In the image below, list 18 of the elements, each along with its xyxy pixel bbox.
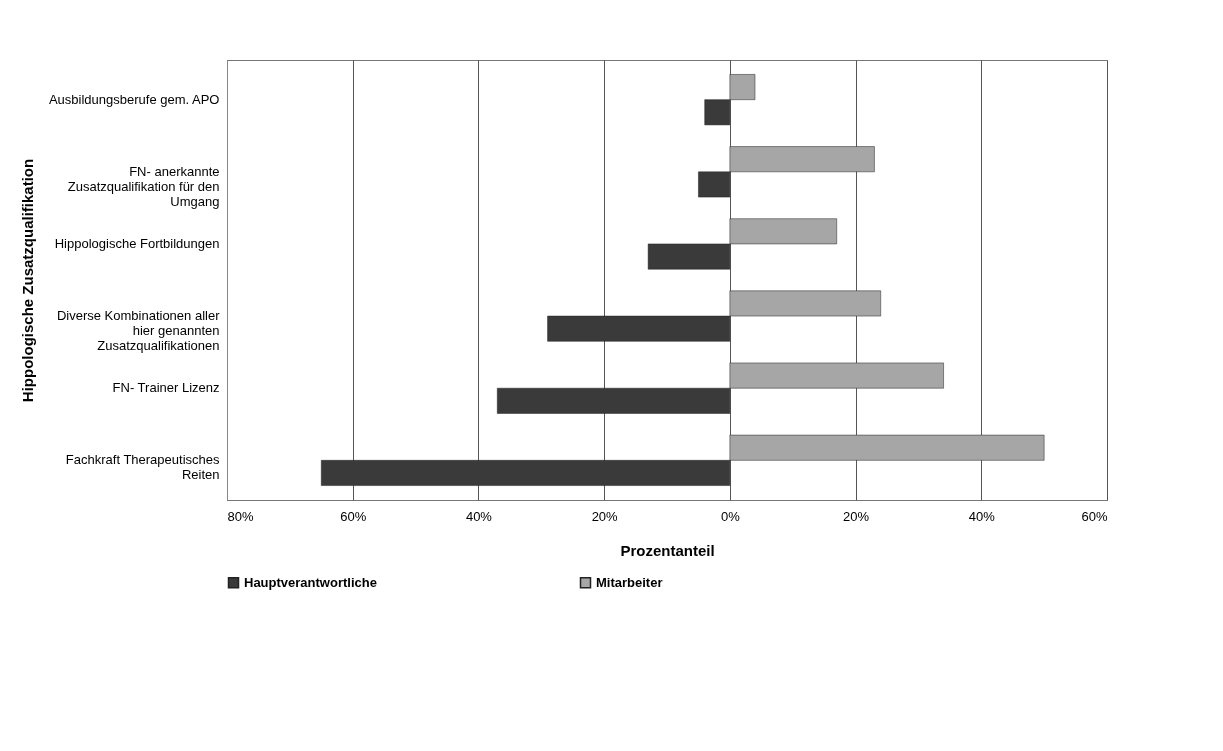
- y-tick-label: Fachkraft Therapeutisches Reiten: [65, 452, 220, 483]
- y-tick-label: Hippologische Fortbildungen: [54, 235, 220, 251]
- y-tick-label: FN- anerkannte Zusatzqualifikation für den Umgang: [67, 163, 220, 209]
- x-tick-label: 80%: [227, 508, 254, 524]
- x-tick-label: 40%: [968, 508, 996, 524]
- y-tick-label: Diverse Kombinationen aller hier genannten Zusatzqualifikationen: [56, 308, 221, 354]
- x-tick-label: 0%: [720, 508, 741, 524]
- x-tick-label: 20%: [843, 508, 870, 524]
- x-axis-title: Prozentanteil: [620, 541, 715, 559]
- x-tick-label: 20%: [591, 508, 619, 524]
- y-tick-label: FN- Trainer Lizenz: [112, 380, 220, 396]
- x-tick-label: 40%: [465, 508, 493, 524]
- legend-label: Hauptverantwortliche: [244, 574, 377, 590]
- legend-label: Mitarbeiter: [596, 574, 663, 590]
- x-tick-label: 60%: [340, 508, 367, 524]
- y-tick-label: Ausbildungsberufe gem. APO: [48, 91, 220, 107]
- x-tick-label: 60%: [1081, 508, 1108, 524]
- y-axis-title: Hippologische Zusatzqualifikation: [19, 158, 37, 403]
